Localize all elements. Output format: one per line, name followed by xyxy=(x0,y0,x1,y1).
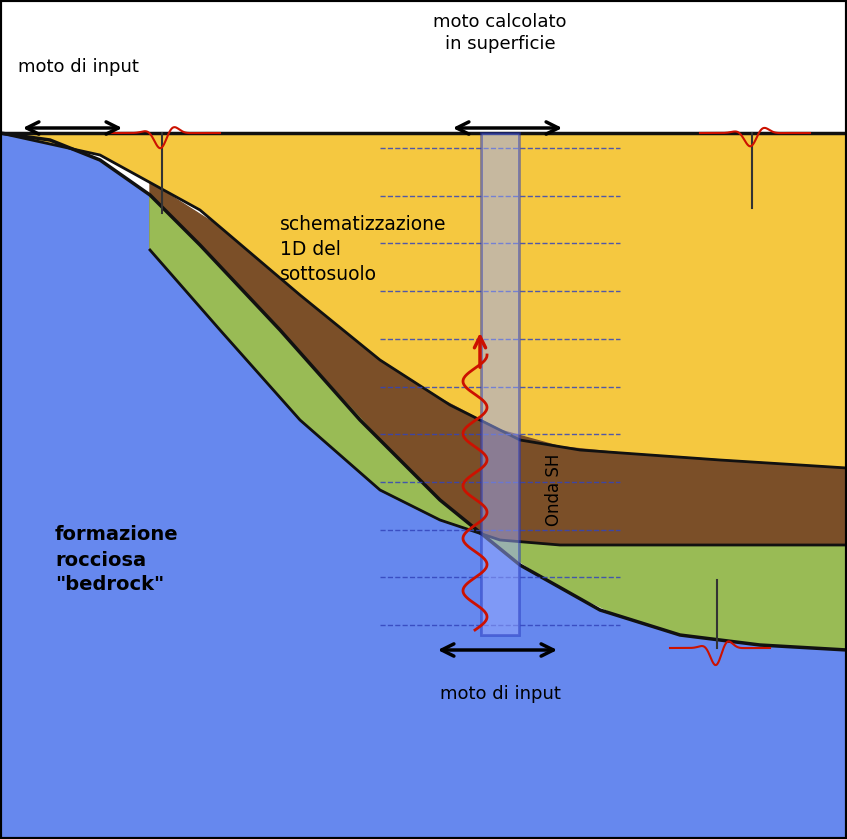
Text: formazione
rocciosa
"bedrock": formazione rocciosa "bedrock" xyxy=(55,525,179,595)
Text: schematizzazione
1D del
sottosuolo: schematizzazione 1D del sottosuolo xyxy=(280,215,446,284)
Polygon shape xyxy=(0,133,847,468)
Text: moto di input: moto di input xyxy=(18,58,139,76)
Polygon shape xyxy=(0,133,847,839)
Polygon shape xyxy=(150,195,847,650)
Text: moto di input: moto di input xyxy=(440,685,561,703)
Bar xyxy=(481,133,519,635)
Text: moto calcolato
in superficie: moto calcolato in superficie xyxy=(434,13,567,53)
Polygon shape xyxy=(150,183,847,545)
Text: Onda SH: Onda SH xyxy=(545,454,563,526)
